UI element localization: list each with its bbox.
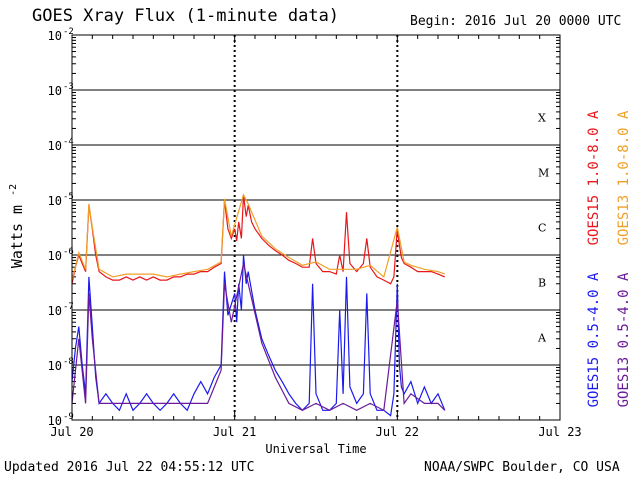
begin-timestamp: Begin: 2016 Jul 20 0000 UTC: [410, 14, 621, 29]
y-tick-label-base: 10: [48, 304, 62, 318]
x-tick-label: Jul 22: [376, 425, 419, 439]
y-tick-label-base: 10: [48, 194, 62, 208]
y-tick-label-exponent: -2: [63, 27, 74, 37]
y-tick-label-base: 10: [48, 139, 62, 153]
legend-label: GOES13 1.0-8.0 A: [616, 110, 632, 245]
plot-frame: [71, 34, 561, 421]
flare-class-label: B: [538, 277, 546, 290]
y-axis-label-exponent: -2: [8, 184, 19, 196]
legend-label: GOES15 1.0-8.0 A: [586, 110, 602, 245]
chart-title: GOES Xray Flux (1-minute data): [32, 6, 340, 26]
flare-class-label: A: [537, 332, 547, 345]
flare-class-label: M: [538, 167, 549, 180]
updated-timestamp: Updated 2016 Jul 22 04:55:12 UTC: [4, 460, 255, 475]
y-tick-label-exponent: -7: [63, 302, 74, 312]
series-line-goes13-0-5-4-0-a: [71, 263, 446, 412]
y-tick-label-exponent: -9: [63, 412, 74, 422]
legend-label: GOES15 0.5-4.0 A: [586, 272, 602, 407]
flare-class-label: C: [538, 222, 546, 235]
legend-label: GOES13 0.5-4.0 A: [616, 272, 632, 407]
y-tick-label-exponent: -8: [63, 357, 74, 367]
y-tick-label-base: 10: [48, 359, 62, 373]
y-tick-label-exponent: -3: [63, 82, 74, 92]
begin-label: Begin:: [410, 14, 457, 29]
y-tick-label-base: 10: [48, 249, 62, 263]
begin-value: 2016 Jul 20 0000 UTC: [464, 14, 622, 29]
series-line-goes13-1-0-8-0-a: [71, 193, 446, 281]
y-tick-label-base: 10: [48, 29, 62, 43]
flare-class-label: X: [538, 112, 546, 125]
y-tick-label-exponent: -4: [63, 137, 74, 147]
x-tick-label: Jul 21: [213, 425, 256, 439]
y-axis-label: Watts m -2: [8, 184, 26, 268]
x-axis-label: Universal Time: [265, 442, 366, 456]
series-line-goes15-0-5-4-0-a: [71, 254, 446, 417]
y-tick-label-exponent: -5: [63, 192, 74, 202]
x-tick-label: Jul 23: [538, 425, 581, 439]
x-tick-label: Jul 20: [50, 425, 93, 439]
credit-text: NOAA/SWPC Boulder, CO USA: [424, 460, 620, 475]
y-tick-label-exponent: -6: [63, 247, 74, 257]
y-tick-label-base: 10: [48, 84, 62, 98]
series-line-goes15-1-0-8-0-a: [71, 195, 446, 285]
y-tick-label-base: 10: [48, 414, 62, 428]
